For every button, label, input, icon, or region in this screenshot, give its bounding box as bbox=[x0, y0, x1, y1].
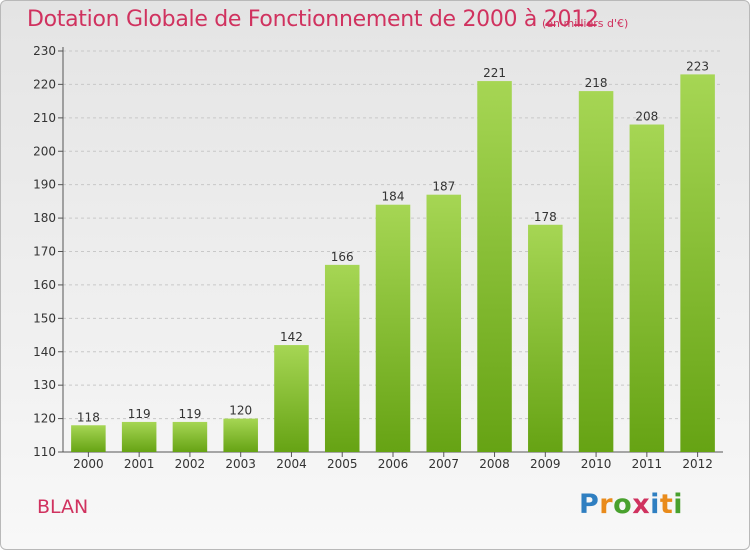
x-tick-label: 2010 bbox=[581, 457, 612, 471]
bar-value-label: 187 bbox=[432, 180, 455, 194]
municipality-name: BLAN bbox=[37, 496, 89, 518]
bar-value-label: 218 bbox=[585, 76, 608, 90]
y-tick-label: 190 bbox=[33, 178, 56, 192]
x-tick-label: 2012 bbox=[682, 457, 713, 471]
bar bbox=[375, 204, 411, 452]
bar bbox=[578, 91, 614, 452]
y-tick-label: 120 bbox=[33, 412, 56, 426]
x-tick-label: 2007 bbox=[428, 457, 459, 471]
chart-title: Dotation Globale de Fonctionnement de 20… bbox=[27, 7, 599, 32]
bar-value-label: 221 bbox=[483, 66, 506, 80]
bar bbox=[528, 224, 563, 452]
logo-letter: i bbox=[673, 489, 684, 520]
y-tick-labels: 110 120 130 140 150 160 170 180 190 200 210 220 230 bbox=[33, 44, 56, 459]
y-tick-label: 180 bbox=[33, 211, 56, 225]
bar-value-label: 223 bbox=[686, 59, 709, 73]
bar bbox=[274, 345, 309, 452]
y-tick-label: 170 bbox=[33, 245, 56, 259]
bar bbox=[477, 81, 512, 452]
bar bbox=[121, 421, 157, 452]
chart-unit: (en milliers d'€) bbox=[542, 17, 629, 30]
bar-value-label: 166 bbox=[331, 250, 354, 264]
y-tick-label: 140 bbox=[33, 345, 56, 359]
bar-value-label: 184 bbox=[382, 190, 405, 204]
logo-letter: t bbox=[659, 489, 674, 520]
logo-letter: o bbox=[613, 489, 633, 520]
y-tick-label: 110 bbox=[33, 445, 56, 459]
y-tick-label: 210 bbox=[33, 111, 56, 125]
bar bbox=[71, 425, 106, 452]
x-tick-label: 2002 bbox=[175, 457, 206, 471]
y-tick-label: 230 bbox=[33, 44, 56, 58]
bar bbox=[426, 194, 462, 453]
x-tick-label: 2003 bbox=[225, 457, 256, 471]
value-labels: 118 119 119 120 142 166 184 187 221 178 218 208 223 bbox=[77, 59, 709, 424]
bar-value-label: 208 bbox=[635, 110, 658, 124]
x-tick-label: 2001 bbox=[124, 457, 155, 471]
bar bbox=[680, 74, 715, 453]
bar-value-label: 118 bbox=[77, 410, 100, 424]
logo-letter: P bbox=[579, 489, 600, 520]
x-tick-label: 2009 bbox=[530, 457, 561, 471]
bar bbox=[324, 264, 360, 452]
y-tick-label: 220 bbox=[33, 77, 56, 91]
proxiti-logo: Proxiti bbox=[579, 489, 683, 520]
bar bbox=[629, 124, 665, 453]
x-tick-label: 2006 bbox=[378, 457, 409, 471]
x-tick-label: 2004 bbox=[276, 457, 307, 471]
bar bbox=[223, 418, 258, 452]
y-tick-label: 160 bbox=[33, 278, 56, 292]
logo-letter: r bbox=[599, 489, 614, 520]
bar-value-label: 120 bbox=[229, 404, 252, 418]
x-tick-label: 2011 bbox=[632, 457, 663, 471]
bar bbox=[172, 421, 208, 452]
x-tick-label: 2000 bbox=[73, 457, 104, 471]
logo-letter: i bbox=[650, 489, 660, 520]
y-tick-label: 130 bbox=[33, 378, 56, 392]
x-tick-label: 2008 bbox=[479, 457, 510, 471]
logo-letter: x bbox=[632, 489, 651, 520]
y-tick-label: 200 bbox=[33, 144, 56, 158]
bar-value-label: 119 bbox=[178, 407, 201, 421]
bar-value-label: 119 bbox=[128, 407, 151, 421]
bars bbox=[71, 74, 715, 453]
x-tick-label: 2005 bbox=[327, 457, 358, 471]
x-tick-labels: 2000 2001 2002 2003 2004 2005 2006 2007 2008 2009… bbox=[73, 457, 713, 471]
bar-value-label: 178 bbox=[534, 210, 557, 224]
y-tick-label: 150 bbox=[33, 311, 56, 325]
bar-value-label: 142 bbox=[280, 330, 303, 344]
